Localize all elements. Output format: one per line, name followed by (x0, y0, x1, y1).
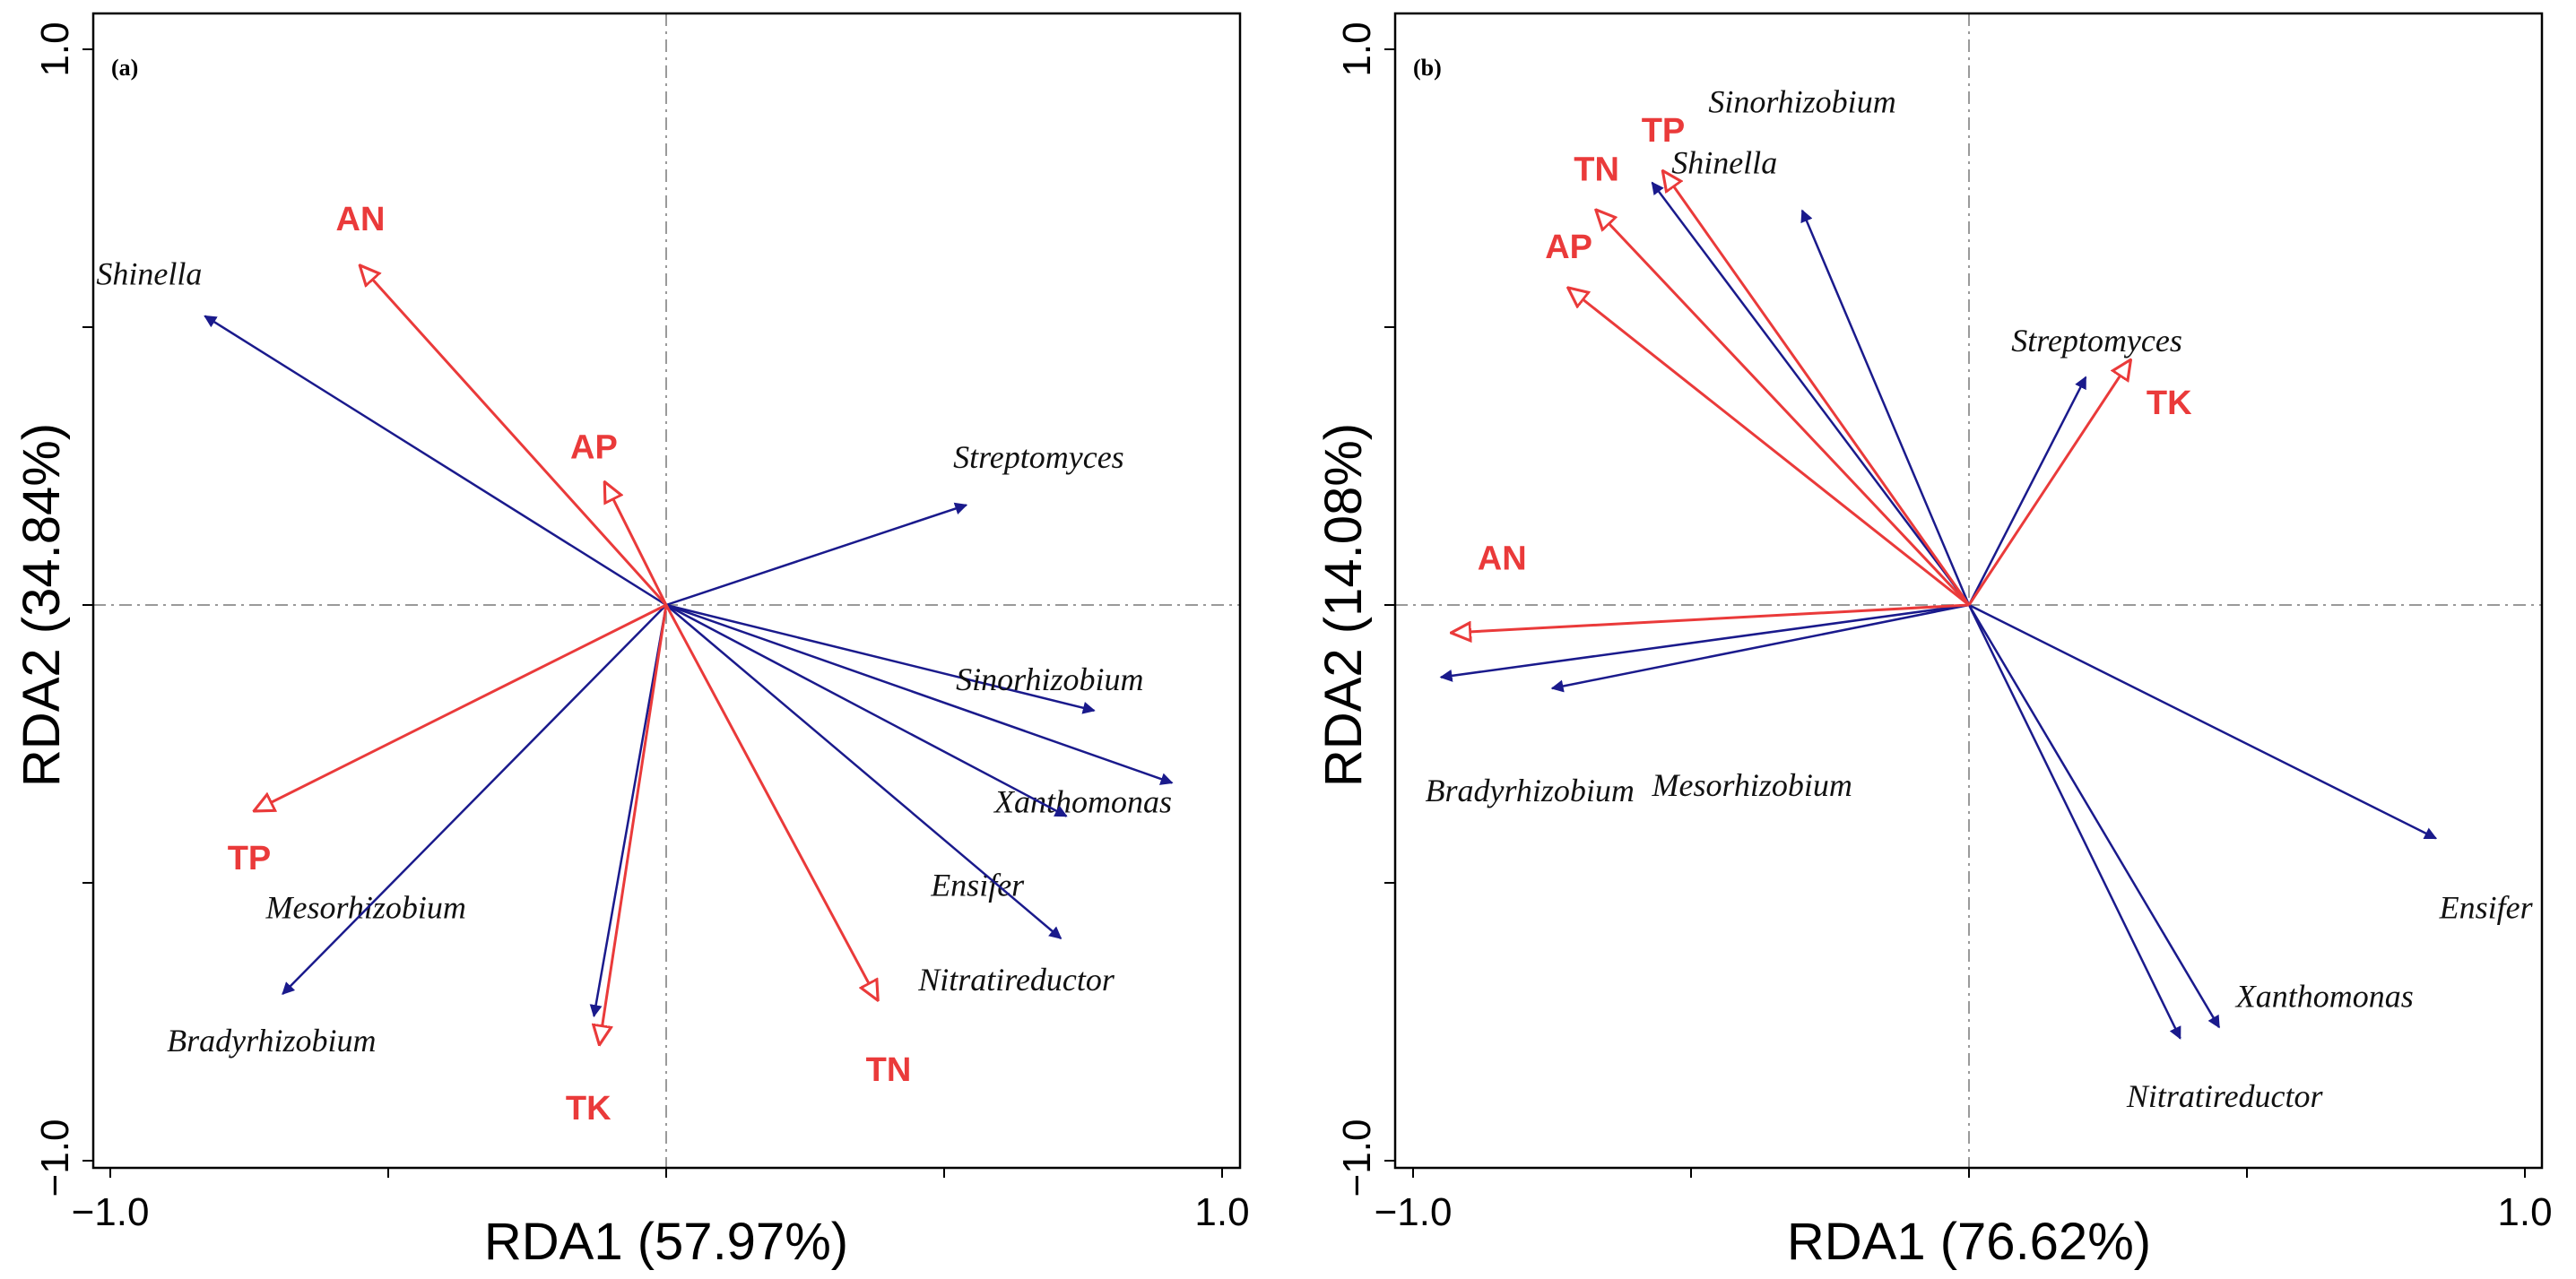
panel-b-y-axis-title: RDA2 (14.08%) (1314, 423, 1373, 787)
panel-a-species-arrow-mesorhizobium (589, 604, 668, 1018)
panel-b-env-label-ap: AP (1545, 229, 1592, 266)
panel-a-env-label-tp: TP (228, 840, 272, 877)
panel-b-env-label-an: AN (1478, 540, 1527, 577)
panel-b-species-arrow-xanthomonas (1967, 604, 2221, 1029)
panel-a-species-label-mesorhizobium: Mesorhizobium (265, 889, 466, 925)
panel-a-vectors: Shinella Streptomyces Sinorhizobium Xanthom… (96, 201, 1174, 1128)
panel-a-env-label-tn: TN (866, 1051, 912, 1089)
panel-a-ticks (82, 48, 1223, 1178)
panel-b-env-label-tp: TP (1642, 112, 1686, 150)
panel-b-species-arrow-ensifer (1968, 603, 2438, 840)
panel-b-species-label-ensifer: Ensifer (2439, 889, 2534, 925)
panel-b-species-label-shinella: Shinella (1671, 144, 1777, 180)
panel-a-env-label-tk: TK (566, 1090, 611, 1128)
panel-a-species-arrow-ensifer (665, 603, 1068, 817)
panel-b-species-arrow-mesorhizobium (1550, 603, 1970, 693)
panel-b-label: (b) (1413, 55, 1442, 81)
panel-b-env-arrow-tp (1663, 171, 1971, 606)
panel-b-species-label-streptomyces: Streptomyces (2011, 323, 2182, 359)
panel-b-env-arrow-an (1452, 603, 1970, 633)
panel-b-x-tick-label-max: 1.0 (2497, 1190, 2552, 1234)
panel-a-x-axis-title: RDA1 (57.97%) (484, 1213, 848, 1271)
panel-a-env-arrow-tp (255, 603, 667, 810)
panel-b-species-arrow-bradyrhizobium (1439, 603, 1970, 682)
panel-a-species-label-sinorhizobium: Sinorhizobium (956, 661, 1143, 697)
panel-b-env-label-tk: TK (2147, 385, 2192, 422)
panel-a-y-axis-title: RDA2 (34.84%) (13, 423, 71, 787)
panel-a-species-arrow-bradyrhizobium (282, 604, 667, 995)
panel-a-x-tick-label-max: 1.0 (1194, 1190, 1249, 1234)
panel-a-species-arrow-xanthomonas (665, 603, 1174, 785)
panel-a-env-arrow-an (360, 266, 668, 607)
panel-a-species-label-shinella: Shinella (96, 255, 202, 291)
panel-b-y-tick-label-max: 1.0 (1335, 22, 1379, 76)
panel-b-species-arrow-nitratireductor (1967, 604, 2181, 1040)
panel-a-env-label-an: AN (336, 201, 386, 238)
panel-b-species-label-sinorhizobium: Sinorhizobium (1708, 83, 1895, 119)
panel-b-species-arrow-shinella (1651, 181, 1970, 606)
panel-b-y-tick-label-min: −1.0 (1335, 1119, 1379, 1197)
panel-b-species-arrow-sinorhizobium (1800, 209, 1971, 606)
panel-a-species-arrow-streptomyces (665, 502, 968, 607)
panel-b: Sinorhizobium Shinella Streptomyces Mesorhi… (1314, 12, 2553, 1271)
panel-a-env-arrow-ap (605, 483, 668, 606)
panel-a-species-arrow-nitratireductor (665, 604, 1062, 939)
panel-b-species-arrow-streptomyces (1967, 376, 2087, 606)
panel-a-env-arrow-tk (600, 604, 668, 1044)
panel-b-x-tick-label-min: −1.0 (1375, 1190, 1453, 1234)
panel-b-species-label-mesorhizobium: Mesorhizobium (1652, 767, 1852, 803)
panel-b-env-label-tn: TN (1574, 151, 1619, 188)
panel-b-env-arrow-ap (1569, 289, 1970, 607)
panel-a-species-label-bradyrhizobium: Bradyrhizobium (167, 1023, 376, 1059)
panel-a-species-label-xanthomonas: Xanthomonas (993, 783, 1172, 819)
panel-a-env-label-ap: AP (570, 428, 618, 466)
panel-a-species-label-streptomyces: Streptomyces (953, 439, 1124, 475)
panel-b-ticks (1384, 48, 2526, 1178)
panel-a: Shinella Streptomyces Sinorhizobium Xanthom… (13, 12, 1250, 1271)
panel-a-species-label-ensifer: Ensifer (930, 867, 1025, 903)
panel-b-species-label-xanthomonas: Xanthomonas (2234, 978, 2414, 1014)
panel-a-species-label-nitratireductor: Nitratireductor (917, 962, 1115, 998)
panel-b-x-axis-title: RDA1 (76.62%) (1787, 1213, 2151, 1271)
panel-b-env-arrow-tn (1597, 211, 1971, 607)
panel-a-env-arrow-tn (664, 604, 878, 999)
panel-a-species-arrow-shinella (204, 315, 667, 607)
panel-a-y-tick-label-max: 1.0 (33, 22, 77, 76)
panel-a-y-tick-label-min: −1.0 (33, 1119, 77, 1197)
panel-a-x-tick-label-min: −1.0 (72, 1190, 150, 1234)
panel-b-species-label-bradyrhizobium: Bradyrhizobium (1426, 773, 1635, 808)
panel-a-label: (a) (111, 55, 138, 81)
panel-b-species-label-nitratireductor: Nitratireductor (2126, 1078, 2324, 1114)
panel-a-species-arrow-sinorhizobium (665, 603, 1096, 714)
panel-b-env-arrow-tk (1967, 360, 2130, 606)
panel-b-vectors: Sinorhizobium Shinella Streptomyces Mesorhi… (1426, 83, 2534, 1114)
